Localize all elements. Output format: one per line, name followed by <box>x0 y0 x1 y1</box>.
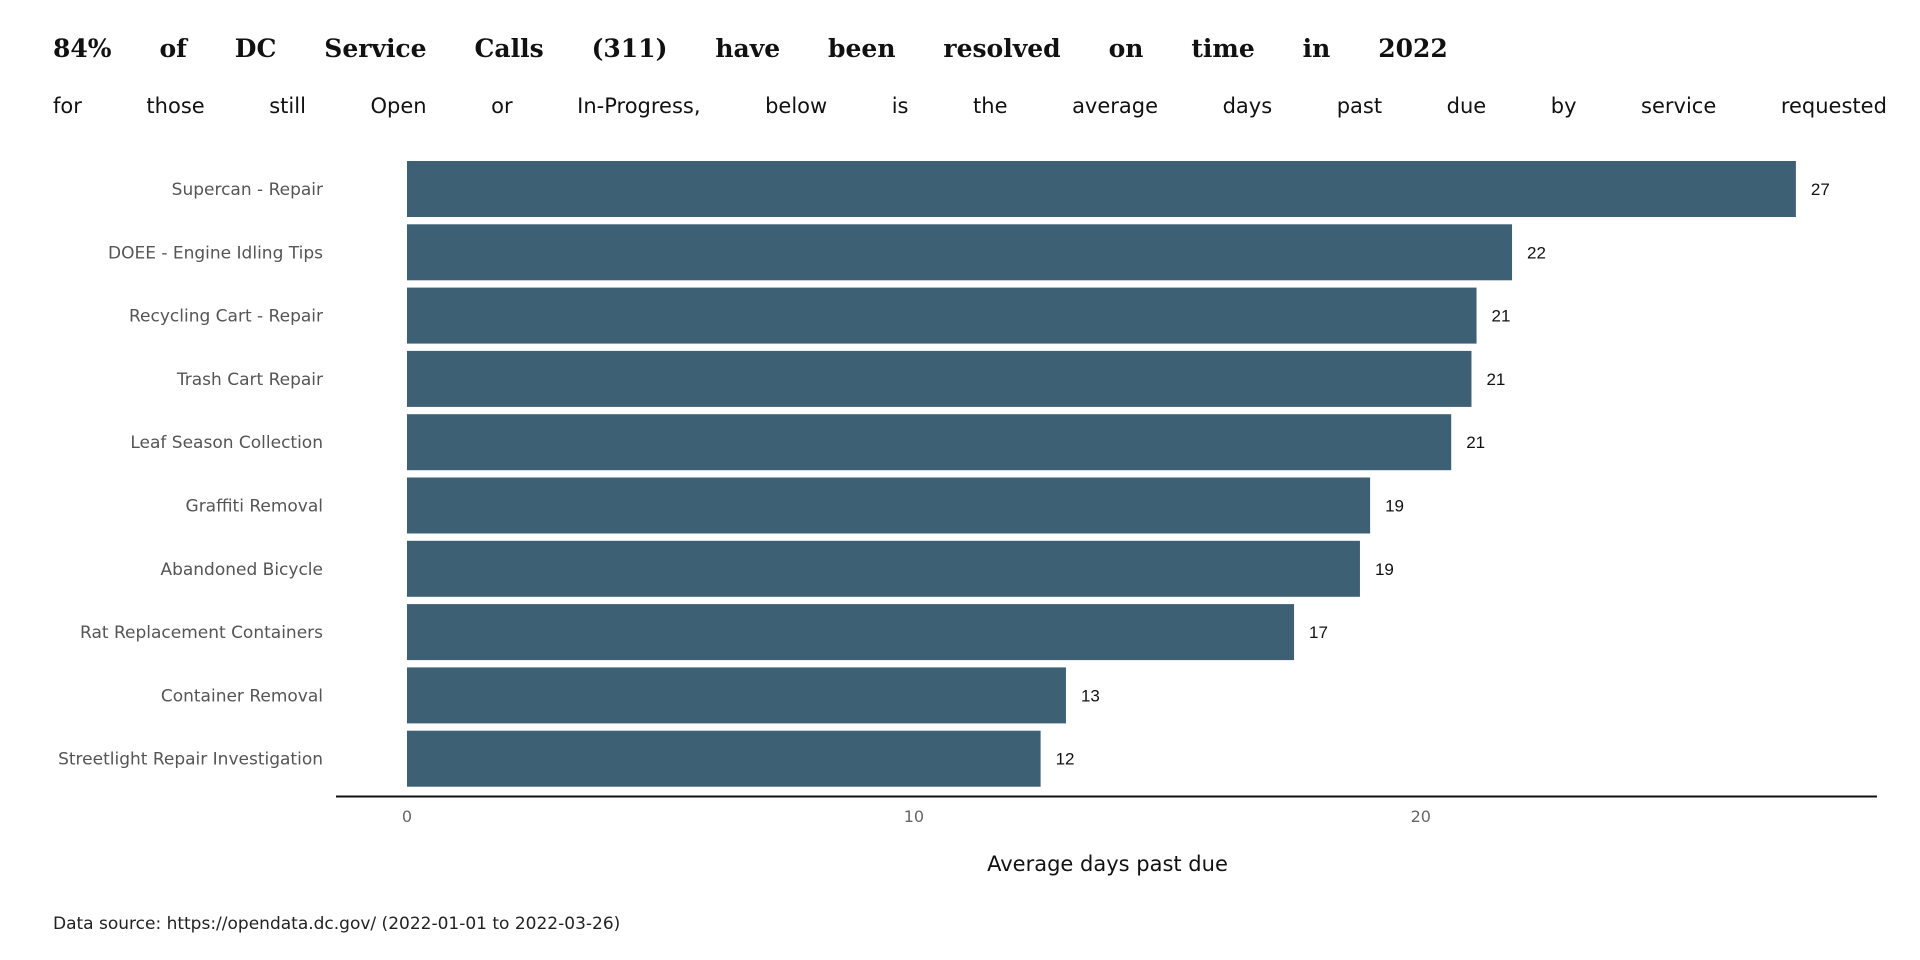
bar <box>406 350 1472 407</box>
subtitle-word: due <box>1446 94 1487 118</box>
bar <box>406 414 1452 471</box>
bar <box>406 667 1066 724</box>
x-tick-label: 20 <box>1411 807 1431 826</box>
title-word: DC <box>234 34 277 63</box>
title-word: Calls <box>474 34 544 63</box>
subtitle-word: average <box>1072 94 1159 118</box>
bar <box>406 287 1477 344</box>
category-label: Trash Cart Repair <box>176 370 323 390</box>
subtitle-word: the <box>973 94 1008 118</box>
data-label: 21 <box>1466 433 1485 452</box>
category-label: Supercan - Repair <box>172 180 323 200</box>
title-word: (311) <box>591 34 668 63</box>
title-word: on <box>1108 34 1144 63</box>
category-label: Abandoned Bicycle <box>160 560 323 580</box>
x-tick-label: 10 <box>904 807 924 826</box>
x-tick-label: 0 <box>402 807 412 826</box>
title-word: of <box>159 34 187 63</box>
category-label: Container Removal <box>161 686 323 706</box>
title-word: been <box>828 34 896 63</box>
subtitle-word: those <box>146 94 205 118</box>
bar <box>406 161 1796 217</box>
data-label: 17 <box>1309 623 1328 642</box>
bar <box>406 477 1371 534</box>
bar <box>406 224 1513 281</box>
category-label: Recycling Cart - Repair <box>129 307 323 327</box>
data-label: 22 <box>1527 243 1546 262</box>
category-label: Rat Replacement Containers <box>80 623 323 643</box>
title-word: in <box>1302 34 1331 63</box>
subtitle-word: service <box>1641 94 1717 118</box>
subtitle-word: Open <box>370 94 427 118</box>
data-label: 13 <box>1081 686 1100 705</box>
title-word: 2022 <box>1378 34 1448 63</box>
bar <box>406 604 1295 661</box>
title-word: 84% <box>53 34 112 63</box>
subtitle-word: days <box>1222 94 1273 118</box>
title-word: time <box>1191 34 1255 63</box>
subtitle-word: requested <box>1780 94 1887 118</box>
subtitle-word: past <box>1336 94 1383 118</box>
data-source-caption: Data source: https://opendata.dc.gov/ (2… <box>53 914 621 934</box>
chart-title: 84% of DC Service Calls (311) have been resolved… <box>53 34 1448 63</box>
subtitle-word: by <box>1550 94 1577 118</box>
bar <box>406 540 1360 597</box>
data-label: 12 <box>1056 750 1075 769</box>
data-label: 21 <box>1486 370 1505 389</box>
title-word: Service <box>324 34 427 63</box>
data-label: 21 <box>1492 307 1511 326</box>
category-label: DOEE - Engine Idling Tips <box>108 243 323 263</box>
data-label: 19 <box>1385 497 1404 516</box>
category-label: Streetlight Repair Investigation <box>58 750 323 770</box>
subtitle-word: In-Progress, <box>577 94 701 118</box>
title-word: resolved <box>943 34 1061 63</box>
category-label: Graffiti Removal <box>186 497 323 517</box>
data-label: 19 <box>1375 560 1394 579</box>
data-label: 27 <box>1811 180 1830 199</box>
subtitle-word: for <box>53 94 82 118</box>
x-axis-title: Average days past due <box>987 852 1228 876</box>
title-word: have <box>715 34 781 63</box>
subtitle-word: below <box>765 94 828 118</box>
chart-subtitle: for those still Open or In-Progress, below is th… <box>53 94 1887 118</box>
bar <box>406 730 1041 787</box>
subtitle-word: still <box>269 94 306 118</box>
subtitle-word: or <box>491 94 513 118</box>
subtitle-word: is <box>891 94 909 118</box>
category-label: Leaf Season Collection <box>130 433 323 453</box>
